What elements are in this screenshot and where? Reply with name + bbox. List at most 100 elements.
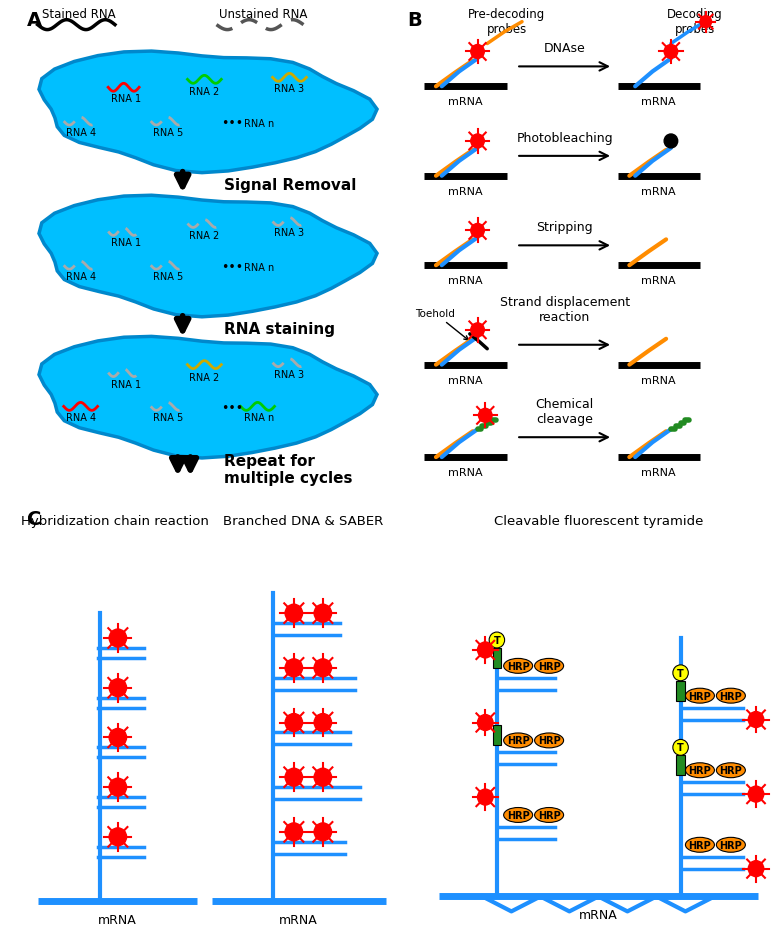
Text: A: A: [27, 10, 42, 29]
Text: RNA n: RNA n: [243, 413, 274, 423]
Circle shape: [748, 712, 764, 728]
Ellipse shape: [535, 659, 564, 674]
Ellipse shape: [686, 763, 715, 778]
Circle shape: [748, 861, 764, 877]
Text: HRP: HRP: [507, 735, 529, 746]
Text: Stained RNA: Stained RNA: [42, 8, 116, 21]
Bar: [676, 681, 685, 700]
Text: C: C: [27, 509, 41, 529]
Text: RNA 3: RNA 3: [274, 84, 305, 94]
Ellipse shape: [716, 837, 745, 852]
Circle shape: [664, 135, 678, 149]
Text: B: B: [407, 10, 421, 29]
Text: RNA n: RNA n: [243, 119, 274, 129]
Text: mRNA: mRNA: [641, 187, 676, 196]
Text: Decoding
probes: Decoding probes: [667, 8, 723, 36]
Circle shape: [471, 135, 484, 149]
Circle shape: [478, 789, 493, 805]
Text: HRP: HRP: [719, 766, 742, 775]
Text: Hybridization chain reaction: Hybridization chain reaction: [21, 514, 209, 527]
Text: Unstained RNA: Unstained RNA: [219, 8, 307, 21]
Circle shape: [109, 828, 127, 846]
Text: RNA 1: RNA 1: [111, 94, 142, 104]
Text: mRNA: mRNA: [641, 276, 676, 286]
Text: T: T: [493, 635, 500, 646]
Text: RNA 4: RNA 4: [66, 272, 95, 282]
Ellipse shape: [686, 688, 715, 703]
Text: HRP: HRP: [538, 810, 561, 820]
Ellipse shape: [716, 688, 745, 703]
Circle shape: [673, 666, 688, 681]
Bar: [676, 755, 685, 775]
Text: T: T: [677, 743, 684, 752]
Text: RNA 5: RNA 5: [152, 413, 183, 423]
Text: HRP: HRP: [689, 766, 712, 775]
Circle shape: [471, 225, 484, 238]
Circle shape: [109, 679, 127, 697]
Ellipse shape: [716, 763, 745, 778]
Text: mRNA: mRNA: [447, 375, 482, 385]
Text: Branched DNA & SABER: Branched DNA & SABER: [224, 514, 384, 527]
Bar: [493, 649, 501, 668]
Circle shape: [314, 823, 332, 841]
Ellipse shape: [504, 808, 533, 822]
Circle shape: [314, 768, 332, 786]
Text: HRP: HRP: [689, 691, 712, 701]
Circle shape: [314, 659, 332, 677]
Bar: [493, 726, 501, 746]
Text: RNA 4: RNA 4: [66, 413, 95, 423]
Text: HRP: HRP: [507, 810, 529, 820]
Circle shape: [490, 632, 504, 649]
Text: mRNA: mRNA: [447, 97, 482, 107]
Text: DNAse: DNAse: [543, 42, 586, 56]
Text: mRNA: mRNA: [641, 97, 676, 107]
Text: RNA 2: RNA 2: [189, 372, 220, 382]
Text: Photobleaching: Photobleaching: [516, 132, 613, 144]
Circle shape: [285, 823, 303, 841]
Text: mRNA: mRNA: [579, 908, 618, 921]
Text: Chemical
cleavage: Chemical cleavage: [536, 397, 594, 426]
Text: RNA 4: RNA 4: [66, 127, 95, 138]
Text: mRNA: mRNA: [641, 375, 676, 385]
Text: Toehold: Toehold: [414, 309, 468, 341]
Text: RNA n: RNA n: [243, 263, 274, 273]
Text: HRP: HRP: [689, 840, 712, 850]
Ellipse shape: [504, 659, 533, 674]
Ellipse shape: [535, 808, 564, 822]
Polygon shape: [39, 337, 377, 459]
Text: Signal Removal: Signal Removal: [224, 178, 357, 193]
Circle shape: [748, 786, 764, 802]
Polygon shape: [39, 52, 377, 174]
Text: RNA 1: RNA 1: [111, 379, 142, 389]
Circle shape: [673, 740, 688, 755]
Circle shape: [285, 604, 303, 622]
Circle shape: [109, 779, 127, 796]
Polygon shape: [39, 196, 377, 317]
Circle shape: [285, 659, 303, 677]
Text: RNA 2: RNA 2: [189, 87, 220, 97]
Text: RNA 3: RNA 3: [274, 369, 305, 379]
Circle shape: [479, 409, 492, 423]
Text: HRP: HRP: [538, 735, 561, 746]
Circle shape: [478, 715, 493, 731]
Circle shape: [285, 714, 303, 732]
Text: mRNA: mRNA: [641, 467, 676, 478]
Text: HRP: HRP: [719, 691, 742, 701]
Circle shape: [471, 45, 484, 59]
Text: Repeat for
multiple cycles: Repeat for multiple cycles: [224, 453, 353, 486]
Text: •••: •••: [221, 261, 243, 274]
Text: HRP: HRP: [719, 840, 742, 850]
Text: mRNA: mRNA: [98, 914, 136, 926]
Text: HRP: HRP: [538, 661, 561, 671]
Circle shape: [700, 17, 712, 28]
Text: •••: •••: [221, 402, 243, 415]
Text: T: T: [677, 668, 684, 678]
Text: RNA 1: RNA 1: [111, 238, 142, 248]
Text: RNA 3: RNA 3: [274, 228, 305, 238]
Text: mRNA: mRNA: [447, 276, 482, 286]
Circle shape: [471, 324, 484, 337]
Text: Pre-decoding
probes: Pre-decoding probes: [468, 8, 545, 36]
Text: mRNA: mRNA: [447, 467, 482, 478]
Text: Stripping: Stripping: [536, 221, 593, 234]
Circle shape: [664, 45, 678, 59]
